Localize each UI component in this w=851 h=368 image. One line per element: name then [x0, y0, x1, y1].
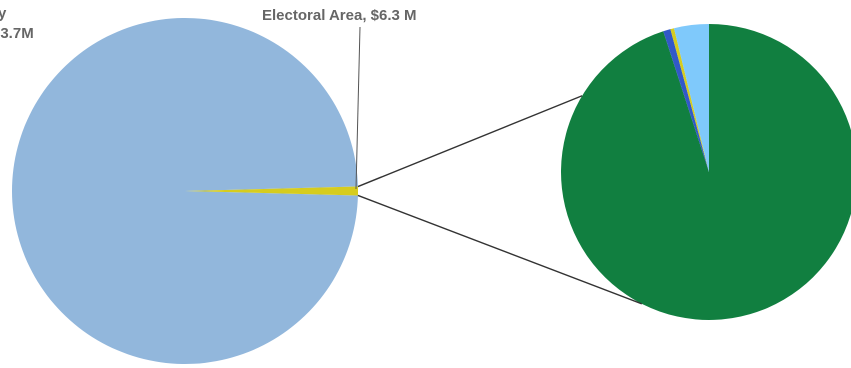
breakdown-pie-slice-1 [561, 24, 851, 320]
breakdown-pie [561, 24, 851, 320]
main-slice-label-value: 63.7M [0, 25, 34, 42]
breakdown-pie-slice-3 [670, 28, 709, 173]
main-pie-slice-2 [185, 186, 358, 196]
main-slice-label-name: y [0, 5, 7, 22]
breakdown-pie-slice-4 [673, 24, 709, 172]
connector-line-top [357, 95, 583, 188]
electoral-area-label: Electoral Area, $6.3 M [262, 7, 417, 24]
main-pie-slice-1 [11, 17, 358, 365]
connector-line-bottom [357, 194, 643, 305]
breakdown-pie-slice-2 [663, 29, 709, 172]
electoral-label-leader-line [355, 26, 361, 190]
main-pie [11, 17, 358, 365]
